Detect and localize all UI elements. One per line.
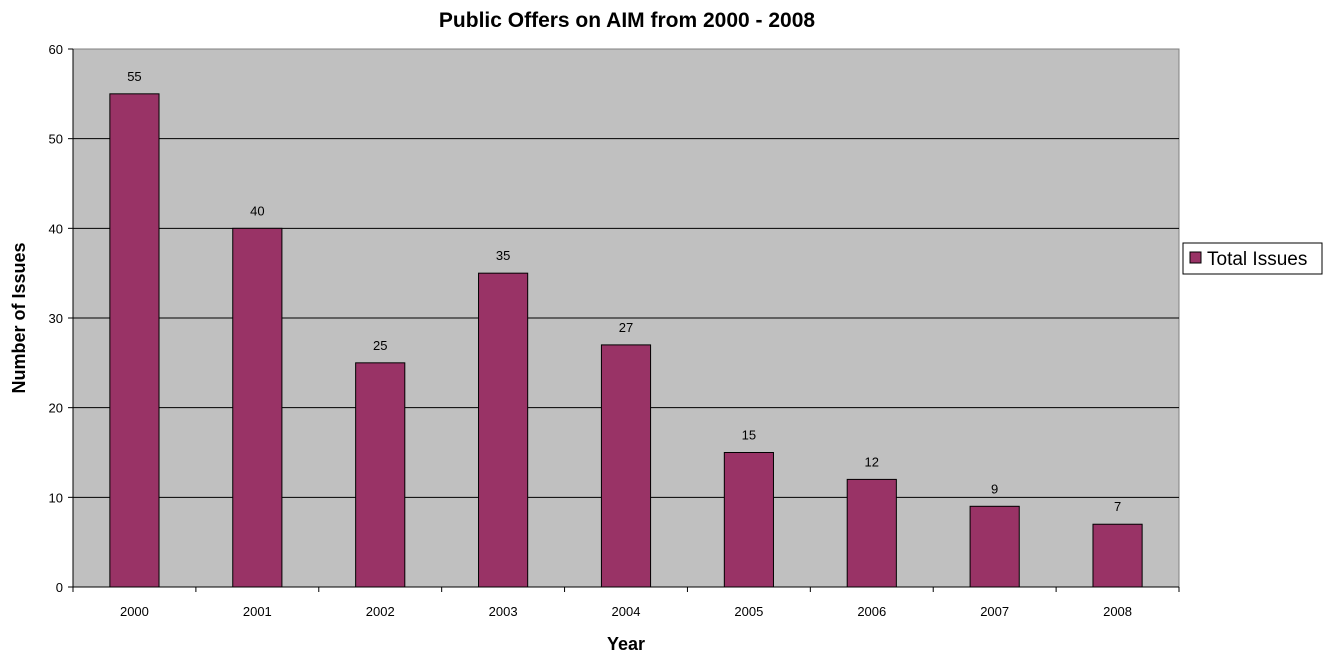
x-tick-label-2002: 2002 xyxy=(366,604,395,619)
data-label-2003: 35 xyxy=(496,248,510,263)
axes xyxy=(68,48,1180,592)
legend-box xyxy=(1182,242,1323,275)
data-label-2005: 15 xyxy=(742,428,756,443)
legend: Total Issues xyxy=(1182,242,1323,275)
bar-2003 xyxy=(478,272,529,588)
y-tick-label-30: 30 xyxy=(49,311,63,326)
bars xyxy=(109,93,1143,588)
data-label-2001: 40 xyxy=(250,203,264,218)
bar-2001 xyxy=(232,227,283,588)
bar-2008 xyxy=(1092,523,1143,588)
y-tick-label-40: 40 xyxy=(49,221,63,236)
x-tick-label-2007: 2007 xyxy=(980,604,1009,619)
bar-2005 xyxy=(723,452,774,588)
chart-title: Public Offers on AIM from 2000 - 2008 xyxy=(439,9,815,32)
data-label-2007: 9 xyxy=(991,481,998,496)
y-tick-labels: 0 10 20 30 40 50 60 xyxy=(49,42,63,595)
y-axis-title: Number of Issues xyxy=(9,242,29,393)
legend-label: Total Issues xyxy=(1207,249,1307,270)
legend-swatch xyxy=(1189,251,1202,264)
x-tick-label-2000: 2000 xyxy=(120,604,149,619)
bar-2007 xyxy=(969,505,1020,588)
x-tick-labels: 2000 2001 2002 2003 2004 2005 2006 2007 2008 xyxy=(120,604,1132,619)
bar-2002 xyxy=(355,362,406,588)
data-label-2002: 25 xyxy=(373,338,387,353)
data-label-2008: 7 xyxy=(1114,499,1121,514)
bar-2004 xyxy=(600,344,652,588)
y-tick-label-10: 10 xyxy=(49,490,63,505)
data-label-2004: 27 xyxy=(619,320,633,335)
data-label-2000: 55 xyxy=(127,69,141,84)
y-tick-label-0: 0 xyxy=(56,580,63,595)
x-tick-label-2003: 2003 xyxy=(489,604,518,619)
x-tick-label-2004: 2004 xyxy=(612,604,641,619)
y-tick-label-50: 50 xyxy=(49,132,63,147)
y-tick-label-20: 20 xyxy=(49,401,63,416)
x-tick-label-2006: 2006 xyxy=(857,604,886,619)
bar-2000 xyxy=(109,93,160,588)
bar-2006 xyxy=(846,478,897,588)
data-labels: 55 40 25 35 27 15 12 9 7 xyxy=(127,69,1121,514)
x-tick-label-2001: 2001 xyxy=(243,604,272,619)
x-tick-label-2005: 2005 xyxy=(734,604,763,619)
data-label-2006: 12 xyxy=(865,454,879,469)
y-tick-label-60: 60 xyxy=(49,42,63,57)
x-axis-title: Year xyxy=(607,634,645,654)
x-tick-label-2008: 2008 xyxy=(1103,604,1132,619)
